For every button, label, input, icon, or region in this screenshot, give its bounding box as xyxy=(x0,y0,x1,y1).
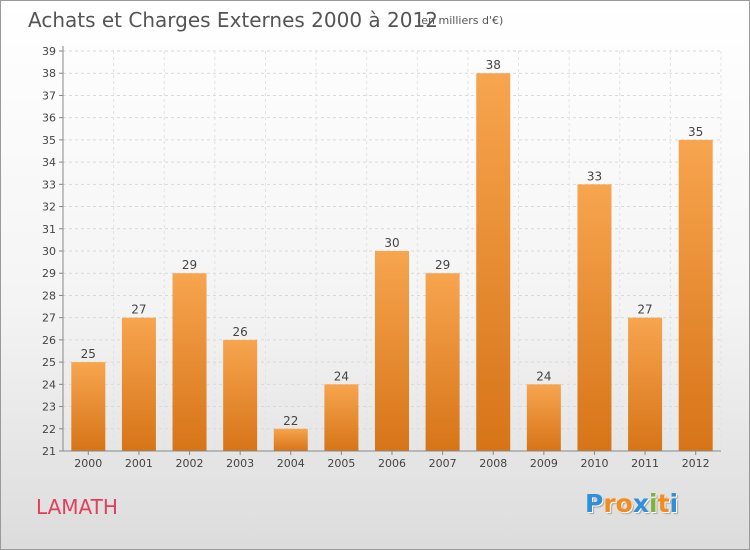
logo-letter: x xyxy=(632,489,649,518)
y-tick-label: 25 xyxy=(42,356,56,369)
x-tick-label: 2010 xyxy=(580,457,608,470)
bars: 25 27 29 26 22 24 30 29 38 24 33 27 35 xyxy=(71,58,713,452)
bar xyxy=(526,384,561,451)
x-tick-label: 2012 xyxy=(682,457,710,470)
bar xyxy=(172,273,207,451)
proxiti-logo: Proxiti xyxy=(585,489,678,518)
commune-name: LAMATH xyxy=(36,495,118,519)
y-tick-label: 27 xyxy=(42,312,56,325)
bar xyxy=(476,73,511,451)
bar xyxy=(121,317,156,451)
bar-value-label: 24 xyxy=(536,369,551,383)
bar xyxy=(273,428,308,451)
x-tick-label: 2007 xyxy=(429,457,457,470)
bar-value-label: 26 xyxy=(233,325,248,339)
logo-letter: i xyxy=(669,489,679,518)
bar xyxy=(425,273,460,451)
bar xyxy=(375,251,409,451)
y-tick-label: 30 xyxy=(42,245,56,258)
chart-title: Achats et Charges Externes 2000 à 2012 xyxy=(28,8,438,32)
y-tick-label: 23 xyxy=(42,401,56,414)
y-tick-label: 21 xyxy=(42,445,56,458)
x-tick-label: 2009 xyxy=(530,457,558,470)
y-tick-label: 22 xyxy=(42,423,56,436)
y-tick-label: 31 xyxy=(42,223,56,236)
bar-value-label: 33 xyxy=(587,169,602,183)
bar-value-label: 27 xyxy=(131,303,146,317)
bar-value-label: 27 xyxy=(637,303,652,317)
x-tick-label: 2008 xyxy=(479,457,507,470)
bar xyxy=(324,384,359,451)
bar xyxy=(628,317,663,451)
y-tick-label: 29 xyxy=(42,267,56,280)
bar-value-label: 22 xyxy=(283,414,298,428)
bar xyxy=(71,362,106,451)
x-tick-label: 2004 xyxy=(277,457,305,470)
x-tick-label: 2003 xyxy=(226,457,254,470)
y-tick-label: 35 xyxy=(42,134,56,147)
y-tick-label: 37 xyxy=(42,89,56,102)
bar xyxy=(678,139,713,451)
bar-value-label: 35 xyxy=(688,125,703,139)
x-tick-label: 2011 xyxy=(631,457,659,470)
y-tick-label: 39 xyxy=(42,45,56,58)
y-tick-label: 32 xyxy=(42,201,56,214)
bar-value-label: 30 xyxy=(384,236,399,250)
y-tick-label: 33 xyxy=(42,178,56,191)
y-tick-label: 38 xyxy=(42,67,56,80)
y-tick-label: 28 xyxy=(42,289,56,302)
x-tick-label: 2005 xyxy=(327,457,355,470)
chart-subtitle: (en milliers d'€) xyxy=(417,14,504,27)
y-tick-label: 26 xyxy=(42,334,56,347)
x-tick-label: 2000 xyxy=(74,457,102,470)
logo-letter: r xyxy=(603,489,616,518)
bar-value-label: 29 xyxy=(435,258,450,272)
bar xyxy=(577,184,612,452)
axes: 21 22 23 24 25 26 27 28 29 30 31 32 33 34 35 36 37 38 39 20… xyxy=(42,45,721,470)
bar xyxy=(223,339,258,451)
y-tick-label: 24 xyxy=(42,378,56,391)
logo-letter: t xyxy=(657,489,670,518)
bar-value-label: 29 xyxy=(182,258,197,272)
bar-value-label: 38 xyxy=(486,58,501,72)
x-tick-label: 2002 xyxy=(176,457,204,470)
bar-value-label: 25 xyxy=(81,347,96,361)
logo-letter: o xyxy=(615,489,633,518)
logo-letter: i xyxy=(649,489,658,518)
y-tick-label: 36 xyxy=(42,112,56,125)
y-tick-label: 34 xyxy=(42,156,56,169)
logo-letter: P xyxy=(585,489,604,518)
x-tick-label: 2001 xyxy=(125,457,153,470)
x-tick-label: 2006 xyxy=(378,457,406,470)
bar-value-label: 24 xyxy=(334,369,349,383)
